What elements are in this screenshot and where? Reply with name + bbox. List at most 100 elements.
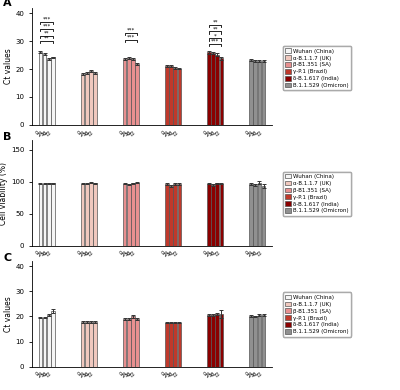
Bar bbox=[85, 322, 88, 367]
Text: 24: 24 bbox=[79, 371, 87, 379]
Bar bbox=[249, 184, 253, 246]
Text: 24: 24 bbox=[205, 250, 213, 258]
Y-axis label: Ct values: Ct values bbox=[4, 48, 12, 84]
Bar bbox=[216, 183, 219, 246]
Text: 0: 0 bbox=[161, 129, 167, 135]
Bar bbox=[127, 319, 131, 367]
Bar bbox=[81, 322, 84, 367]
Bar bbox=[89, 183, 93, 246]
Text: 24: 24 bbox=[247, 129, 255, 137]
Text: 72: 72 bbox=[45, 250, 53, 258]
Bar bbox=[38, 184, 42, 246]
Bar bbox=[178, 69, 181, 125]
Text: 72: 72 bbox=[129, 129, 137, 137]
Bar bbox=[173, 184, 177, 246]
Text: 24: 24 bbox=[121, 371, 129, 379]
Text: 0: 0 bbox=[119, 250, 125, 256]
Bar bbox=[43, 54, 46, 125]
Text: 48: 48 bbox=[209, 129, 217, 137]
Text: 24: 24 bbox=[37, 129, 45, 137]
Text: 24: 24 bbox=[79, 129, 87, 137]
Text: 72: 72 bbox=[214, 129, 222, 137]
Text: **: ** bbox=[212, 19, 218, 24]
Legend: Wuhan (China), α-B.1.1.7 (UK), β-B1.351 (SA), γ-P.1 (Brazil), δ-B.1.617 (India),: Wuhan (China), α-B.1.1.7 (UK), β-B1.351 … bbox=[283, 292, 351, 337]
Bar bbox=[165, 66, 168, 125]
Y-axis label: Ct values: Ct values bbox=[4, 296, 12, 332]
Text: **: ** bbox=[44, 30, 50, 35]
Bar bbox=[43, 318, 46, 367]
Bar bbox=[220, 184, 223, 246]
Bar bbox=[262, 186, 266, 246]
Bar bbox=[216, 314, 219, 367]
Bar bbox=[216, 55, 219, 125]
Bar bbox=[123, 319, 126, 367]
Bar bbox=[38, 52, 42, 125]
Text: 72: 72 bbox=[172, 371, 179, 379]
Text: 48: 48 bbox=[167, 371, 175, 379]
Text: 48: 48 bbox=[167, 250, 175, 258]
Text: 24: 24 bbox=[37, 250, 45, 258]
Text: 72: 72 bbox=[45, 371, 53, 379]
Legend: Wuhan (China), α-B.1.1.7 (UK), β-B1.351 (SA), γ-P.1 (Brazil), δ-B.1.617 (India),: Wuhan (China), α-B.1.1.7 (UK), β-B1.351 … bbox=[283, 46, 351, 90]
Bar bbox=[136, 183, 139, 246]
Bar bbox=[136, 64, 139, 125]
Text: 0: 0 bbox=[245, 250, 251, 256]
Text: 0: 0 bbox=[161, 371, 167, 377]
Text: 0: 0 bbox=[203, 371, 209, 377]
Bar bbox=[127, 184, 131, 246]
Text: A: A bbox=[3, 0, 12, 9]
Bar bbox=[38, 318, 42, 367]
Bar bbox=[262, 61, 266, 125]
Bar bbox=[220, 58, 223, 125]
Legend: Wuhan (China), α-B.1.1.7 (UK), β-B1.351 (SA), γ-P.1 (Brazil), δ-B.1.617 (India),: Wuhan (China), α-B.1.1.7 (UK), β-B1.351 … bbox=[283, 172, 351, 216]
Bar bbox=[173, 68, 177, 125]
Text: 0: 0 bbox=[245, 129, 251, 135]
Bar bbox=[47, 59, 51, 125]
Text: 72: 72 bbox=[256, 129, 264, 137]
Text: 48: 48 bbox=[41, 250, 49, 258]
Text: **: ** bbox=[44, 36, 50, 41]
Bar bbox=[258, 183, 261, 246]
Bar bbox=[258, 61, 261, 125]
Text: B: B bbox=[3, 132, 12, 142]
Bar bbox=[207, 315, 211, 367]
Text: 0: 0 bbox=[161, 250, 167, 256]
Text: *: * bbox=[214, 33, 216, 38]
Text: 0: 0 bbox=[35, 371, 40, 377]
Text: 24: 24 bbox=[205, 129, 213, 137]
Bar bbox=[258, 315, 261, 367]
Bar bbox=[131, 183, 135, 246]
Text: 48: 48 bbox=[167, 129, 175, 137]
Bar bbox=[207, 52, 211, 125]
Bar bbox=[131, 59, 135, 125]
Text: 48: 48 bbox=[252, 371, 259, 379]
Bar bbox=[136, 319, 139, 367]
Text: 48: 48 bbox=[125, 250, 133, 258]
Text: 72: 72 bbox=[129, 371, 137, 379]
Text: 0: 0 bbox=[35, 129, 40, 135]
Text: 48: 48 bbox=[41, 371, 49, 379]
Bar bbox=[169, 323, 173, 367]
Bar bbox=[207, 184, 211, 246]
Bar bbox=[123, 184, 126, 246]
Bar bbox=[47, 183, 51, 246]
Bar bbox=[123, 59, 126, 125]
Bar bbox=[81, 74, 84, 125]
Text: 24: 24 bbox=[121, 250, 129, 258]
Text: 24: 24 bbox=[247, 371, 255, 379]
Text: 0: 0 bbox=[77, 250, 82, 256]
Bar bbox=[178, 184, 181, 246]
Bar bbox=[220, 314, 223, 367]
Bar bbox=[89, 322, 93, 367]
Text: 72: 72 bbox=[256, 250, 264, 258]
Text: 48: 48 bbox=[83, 250, 91, 258]
Bar bbox=[169, 186, 173, 246]
Bar bbox=[89, 71, 93, 125]
Text: 48: 48 bbox=[252, 250, 259, 258]
Bar bbox=[43, 184, 46, 246]
Text: 72: 72 bbox=[172, 250, 179, 258]
Text: 72: 72 bbox=[214, 250, 222, 258]
Bar bbox=[253, 61, 257, 125]
Bar bbox=[81, 184, 84, 246]
Text: 24: 24 bbox=[247, 250, 255, 258]
